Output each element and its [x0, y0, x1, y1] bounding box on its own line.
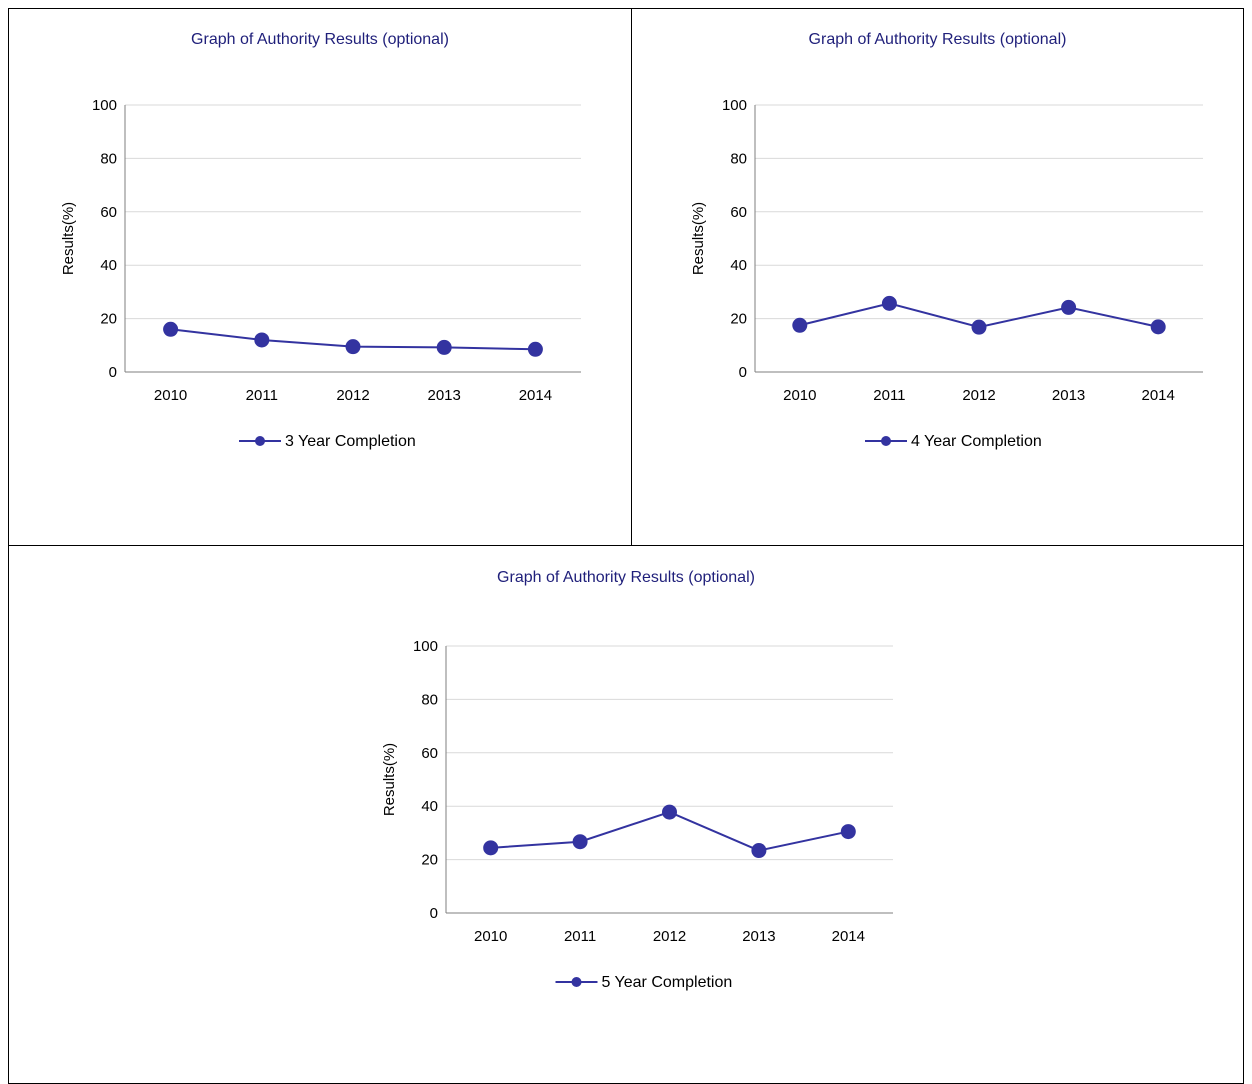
x-tick-label: 2014	[1142, 387, 1175, 404]
x-tick-label: 2010	[474, 928, 507, 945]
chart-title: Graph of Authority Results (optional)	[497, 569, 755, 586]
data-point	[572, 834, 588, 850]
y-tick-label: 80	[421, 691, 438, 708]
data-point	[751, 843, 767, 859]
y-tick-label: 0	[109, 364, 117, 381]
y-tick-label: 60	[421, 745, 438, 762]
charts-table: Graph of Authority Results (optional) 0 2…	[8, 8, 1244, 1084]
y-tick-label: 20	[730, 311, 747, 328]
chart-4-year-completion: 0 20 40 60 80 100 2010 2011 2012 2013 2014 Results(…	[690, 97, 1203, 450]
y-axis-label: Results(%)	[60, 202, 77, 275]
data-point	[881, 295, 897, 311]
y-tick-label: 80	[730, 150, 747, 167]
data-point	[436, 339, 452, 355]
data-point	[345, 339, 361, 355]
x-tick-label: 2014	[519, 387, 552, 404]
x-tick-label: 2012	[653, 928, 686, 945]
y-tick-label: 40	[730, 257, 747, 274]
y-tick-label: 20	[421, 852, 438, 869]
data-point	[483, 840, 499, 856]
y-tick-label: 80	[100, 150, 117, 167]
x-tick-label: 2013	[742, 928, 775, 945]
data-point	[662, 804, 677, 820]
data-point	[840, 824, 856, 840]
x-tick-label: 2010	[154, 387, 187, 404]
chart-title: Graph of Authority Results (optional)	[808, 31, 1067, 48]
data-point	[163, 321, 179, 337]
chart-cell-5-year: Graph of Authority Results (optional) 0 2…	[8, 545, 1244, 1084]
data-point	[792, 317, 808, 333]
data-point	[1150, 319, 1166, 335]
legend-marker	[881, 436, 891, 446]
data-point	[527, 341, 543, 357]
legend-label: 3 Year Completion	[285, 433, 416, 450]
x-tick-label: 2010	[783, 387, 816, 404]
data-point	[254, 332, 270, 348]
y-axis-label: Results(%)	[690, 202, 707, 275]
y-tick-label: 60	[730, 204, 747, 221]
x-tick-label: 2011	[246, 387, 278, 404]
data-point	[1061, 299, 1077, 315]
legend-marker	[571, 977, 582, 987]
y-tick-label: 40	[421, 798, 438, 815]
x-tick-label: 2011	[873, 387, 905, 404]
x-tick-label: 2012	[962, 387, 995, 404]
x-tick-label: 2013	[1052, 387, 1085, 404]
y-tick-label: 0	[739, 364, 747, 381]
chart-title: Graph of Authority Results (optional)	[191, 31, 449, 48]
x-tick-label: 2012	[336, 387, 369, 404]
y-axis-label: Results(%)	[381, 743, 398, 816]
y-tick-label: 20	[100, 311, 117, 328]
x-tick-label: 2013	[428, 387, 461, 404]
y-tick-label: 40	[100, 257, 117, 274]
legend-label: 5 Year Completion	[602, 974, 733, 991]
chart-cell-3-year: Graph of Authority Results (optional) 0 2…	[8, 8, 632, 546]
legend-label: 4 Year Completion	[911, 433, 1042, 450]
y-tick-label: 0	[430, 905, 438, 922]
y-tick-label: 60	[100, 204, 117, 221]
chart-cell-4-year: Graph of Authority Results (optional) 0 2…	[631, 8, 1244, 546]
data-point	[971, 319, 987, 335]
chart-5-year-completion: 0 20 40 60 80 100 2010 2011 2012 2013 2014 Results(…	[381, 638, 893, 991]
y-tick-label: 100	[722, 97, 747, 114]
y-tick-label: 100	[92, 97, 117, 114]
legend-marker	[255, 436, 265, 446]
chart-3-year-completion: 0 20 40 60 80 100 2010 2011 2012 2013 2014 Results(…	[60, 97, 581, 450]
x-tick-label: 2014	[832, 928, 865, 945]
y-tick-label: 100	[413, 638, 438, 655]
x-tick-label: 2011	[564, 928, 596, 945]
